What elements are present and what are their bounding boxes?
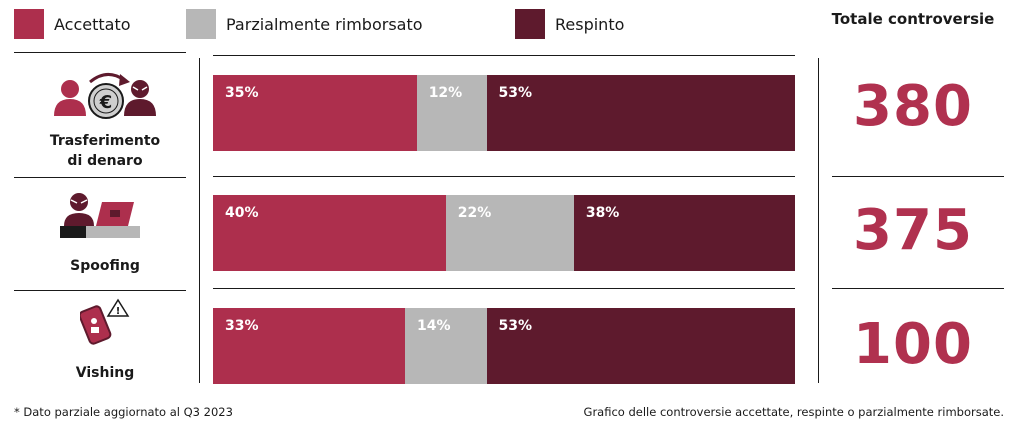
bar-label-accepted: 35% <box>225 85 259 101</box>
bar-label-accepted: 33% <box>225 318 259 334</box>
divider <box>818 58 819 383</box>
svg-text:€: € <box>99 92 113 113</box>
bar-label-rejected: 53% <box>498 85 533 101</box>
bar-label-partial: 12% <box>428 85 463 101</box>
bar-label-partial: 14% <box>417 318 451 334</box>
bar-segment-rejected <box>486 308 795 384</box>
category-label-transfer: Trasferimento di denaro <box>10 131 200 171</box>
legend-swatch-accepted <box>14 9 44 39</box>
category-label-line: Spoofing <box>70 258 140 274</box>
category-label-line: di denaro <box>67 153 143 169</box>
bar-segment-accepted <box>213 195 446 271</box>
bar-segment-partial <box>445 195 574 271</box>
bar-segment-rejected <box>486 75 795 151</box>
category-label-spoofing: Spoofing <box>10 256 200 276</box>
total-value-spoofing: 375 <box>853 198 973 263</box>
totals-header: Totale controversie <box>831 10 995 28</box>
divider <box>14 52 186 53</box>
divider <box>213 176 795 177</box>
divider <box>213 55 795 56</box>
bar-label-rejected: 38% <box>585 205 620 221</box>
bar-label-partial: 22% <box>457 205 492 221</box>
divider <box>14 177 186 178</box>
total-value-transfer: 380 <box>853 74 973 139</box>
legend-item-partial: Parzialmente rimborsato <box>186 8 423 40</box>
legend-label-rejected: Respinto <box>555 14 625 34</box>
legend-swatch-partial <box>186 9 216 39</box>
category-label-vishing: Vishing <box>10 363 200 383</box>
bar-label-accepted: 40% <box>225 205 259 221</box>
spoofing-computer-icon <box>60 193 140 238</box>
divider <box>14 290 186 291</box>
bar-segment-partial <box>405 308 487 384</box>
bar-segment-accepted <box>213 308 406 384</box>
legend-item-accepted: Accettato <box>14 8 131 40</box>
divider <box>213 288 795 289</box>
legend-swatch-rejected <box>515 9 545 39</box>
bar-segment-partial <box>416 75 487 151</box>
legend-label-accepted: Accettato <box>54 14 131 34</box>
bar-label-rejected: 53% <box>498 318 533 334</box>
bar-segment-accepted <box>213 75 417 151</box>
divider <box>832 288 1004 289</box>
bar-segment-rejected <box>573 195 795 271</box>
phone-warning-icon: ! <box>80 298 130 345</box>
footnote: * Dato parziale aggiornato al Q3 2023 <box>14 405 233 419</box>
svg-text:!: ! <box>116 306 121 317</box>
total-value-vishing: 100 <box>853 312 973 377</box>
legend-item-rejected: Respinto <box>515 8 624 40</box>
category-label-line: Vishing <box>75 365 135 381</box>
category-label-line: Trasferimento <box>49 133 161 149</box>
divider <box>832 176 1004 177</box>
money-transfer-icon: € <box>54 73 156 119</box>
legend-label-partial: Parzialmente rimborsato <box>226 14 423 34</box>
divider <box>199 58 200 383</box>
chart-caption: Grafico delle controversie accettate, re… <box>583 405 1004 419</box>
